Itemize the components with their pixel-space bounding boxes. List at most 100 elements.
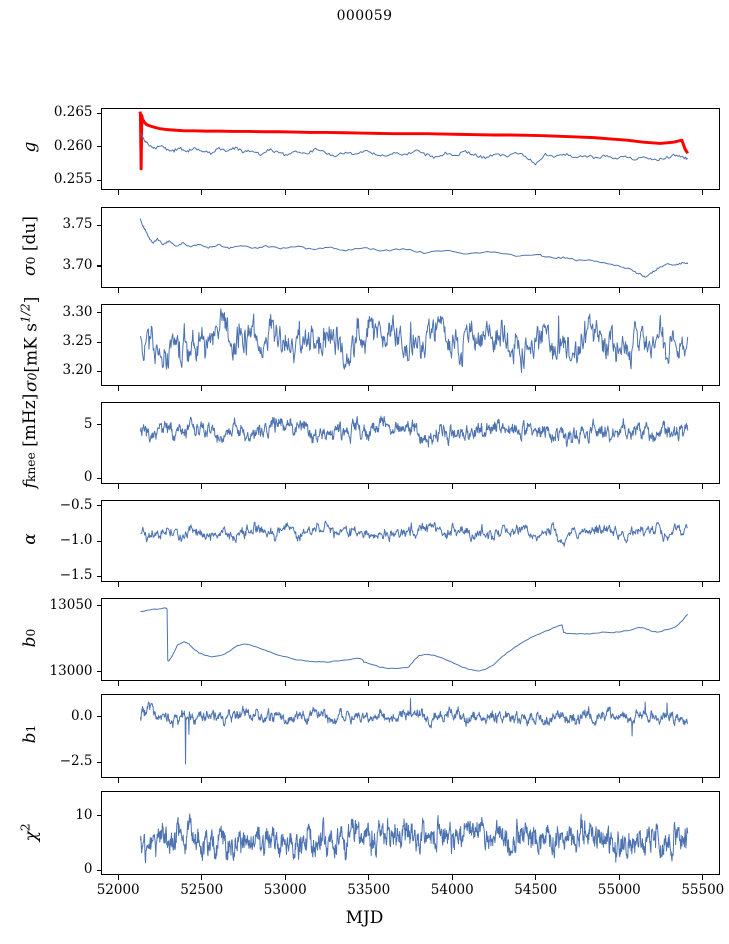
x-tick-mark (618, 484, 620, 489)
x-tick-mark (618, 681, 620, 686)
x-tick-mark (618, 582, 620, 587)
x-tick-mark (535, 778, 537, 783)
y-tick-label: 13050 (49, 596, 93, 613)
x-tick-mark (117, 386, 119, 391)
series-f-knee (139, 415, 689, 448)
y-tick-mark (97, 540, 102, 542)
x-tick-mark (535, 681, 537, 686)
x-tick-mark (284, 288, 286, 293)
plot-panel-sigma-0-mk-s-1-2- (101, 304, 720, 386)
x-tick-mark (284, 875, 286, 880)
series-b1 (139, 698, 689, 765)
x-tick-mark (284, 190, 286, 195)
figure-title: 000059 (336, 8, 393, 24)
y-tick-mark (97, 505, 102, 507)
y-tick-mark (97, 815, 102, 817)
x-tick-mark (284, 386, 286, 391)
y-tick-mark (97, 869, 102, 871)
y-tick-label: 3.70 (62, 256, 93, 273)
x-axis-label: MJD (345, 908, 384, 928)
x-tick-mark (284, 582, 286, 587)
x-tick-mark (535, 484, 537, 489)
x-tick-mark (201, 681, 203, 686)
plot-panel-alpha (101, 500, 720, 582)
x-tick-mark (702, 190, 704, 195)
x-tick-mark (451, 681, 453, 686)
x-tick-mark (451, 582, 453, 587)
x-tick-label: 55500 (681, 882, 725, 898)
x-tick-mark (451, 875, 453, 880)
x-tick-mark (368, 875, 370, 880)
x-tick-mark (618, 288, 620, 293)
x-tick-mark (368, 386, 370, 391)
y-tick-mark (97, 575, 102, 577)
x-tick-mark (284, 778, 286, 783)
y-tick-mark (97, 224, 102, 226)
series-sigma0-du (139, 218, 689, 278)
y-tick-label: 13000 (49, 662, 93, 679)
y-tick-label: 3.30 (62, 303, 93, 320)
x-tick-mark (618, 386, 620, 391)
x-tick-mark (201, 582, 203, 587)
x-tick-mark (451, 190, 453, 195)
x-tick-mark (702, 582, 704, 587)
x-tick-mark (368, 681, 370, 686)
x-tick-mark (451, 386, 453, 391)
x-tick-mark (702, 875, 704, 880)
y-tick-mark (97, 605, 102, 607)
x-tick-mark (117, 875, 119, 880)
y-tick-mark (97, 671, 102, 673)
x-tick-label: 54000 (430, 882, 474, 898)
x-tick-mark (618, 875, 620, 880)
y-tick-label: 10 (75, 806, 93, 823)
x-tick-mark (201, 190, 203, 195)
series-b0 (140, 607, 689, 672)
series-g-blue (140, 132, 689, 166)
y-tick-mark (97, 179, 102, 181)
x-tick-mark (535, 386, 537, 391)
x-tick-mark (451, 484, 453, 489)
y-tick-mark (97, 312, 102, 314)
y-tick-mark (97, 341, 102, 343)
x-tick-label: 53500 (347, 882, 391, 898)
y-tick-mark (97, 424, 102, 426)
y-tick-label: 0.0 (71, 707, 93, 724)
x-tick-mark (702, 288, 704, 293)
x-tick-mark (368, 484, 370, 489)
x-tick-label: 54500 (514, 882, 558, 898)
x-tick-mark (535, 190, 537, 195)
series-sigma0-mk (139, 308, 689, 373)
plot-panel-b-1 (101, 694, 720, 778)
y-tick-label: −1.5 (59, 567, 93, 584)
series-alpha (140, 520, 688, 547)
y-tick-label: 0.265 (53, 104, 93, 121)
x-tick-mark (702, 386, 704, 391)
y-tick-mark (97, 716, 102, 718)
x-tick-mark (201, 778, 203, 783)
x-tick-label: 52000 (96, 882, 140, 898)
x-tick-mark (117, 582, 119, 587)
x-tick-mark (451, 778, 453, 783)
y-tick-label: 3.75 (62, 216, 93, 232)
x-tick-label: 53000 (263, 882, 307, 898)
x-tick-mark (284, 484, 286, 489)
y-tick-label: 3.20 (62, 362, 93, 379)
y-tick-label: 3.25 (62, 333, 93, 350)
x-tick-mark (201, 484, 203, 489)
y-tick-label: 0 (83, 861, 93, 878)
y-tick-label: 0.260 (53, 137, 93, 154)
y-axis-label-8: χ2 (18, 823, 42, 842)
y-tick-mark (97, 265, 102, 267)
x-tick-mark (201, 288, 203, 293)
y-tick-mark (97, 112, 102, 114)
y-tick-label: −2.5 (59, 753, 93, 770)
y-tick-mark (97, 477, 102, 479)
series-g-red (138, 111, 689, 171)
x-tick-label: 52500 (180, 882, 224, 898)
x-tick-mark (451, 288, 453, 293)
plot-panel-chi-2 (101, 791, 720, 875)
x-tick-mark (535, 288, 537, 293)
x-tick-mark (618, 190, 620, 195)
x-tick-mark (702, 778, 704, 783)
